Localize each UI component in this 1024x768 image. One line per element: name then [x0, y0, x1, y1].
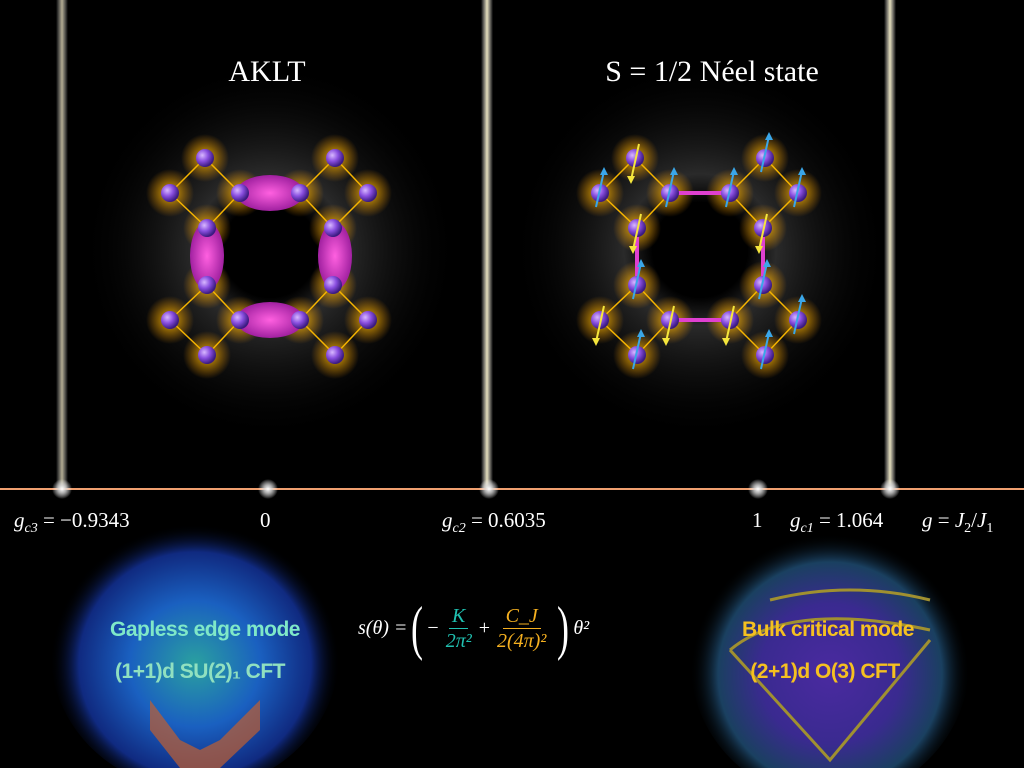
- spin-up-arrow: [632, 213, 642, 251]
- arrowhead: [627, 176, 635, 184]
- singlet-ellipse: [236, 302, 304, 338]
- label-g-ratio: g = J2/J1: [922, 508, 994, 537]
- arrowhead: [722, 338, 730, 346]
- atom: [198, 219, 216, 237]
- spin-up-arrow: [725, 305, 735, 343]
- spin-down-arrow: [760, 135, 770, 173]
- arrowhead: [765, 329, 773, 337]
- spin-up-arrow: [630, 143, 640, 181]
- atom: [291, 311, 309, 329]
- bulk-mode-cft: (2+1)d O(3) CFT: [750, 660, 900, 683]
- lattice-halos: [80, 60, 890, 440]
- label-zero: 0: [260, 508, 271, 532]
- label-gc3: gc3 = −0.9343: [14, 508, 130, 537]
- singlet-ellipse: [318, 222, 352, 290]
- heatmap-edge-mode: [50, 510, 340, 768]
- atom: [161, 311, 179, 329]
- atom: [326, 346, 344, 364]
- spin-up-arrow: [758, 213, 768, 251]
- arrowhead: [629, 246, 637, 254]
- spin-down-arrow: [725, 170, 735, 208]
- arrowhead: [763, 259, 771, 267]
- heatmap-bulk-mode: [690, 520, 970, 768]
- atom: [231, 311, 249, 329]
- phase-axis: [0, 479, 1024, 499]
- spin-down-arrow: [758, 262, 768, 300]
- arrowhead: [730, 167, 738, 175]
- title-aklt: AKLT: [228, 55, 306, 88]
- neel-lattice: [576, 132, 822, 379]
- entropy-equation: s(θ) = ( − K 2π² + C_J 2(4π)² ) θ²: [358, 595, 590, 661]
- arrowhead: [765, 132, 773, 140]
- spin-down-arrow: [595, 170, 605, 208]
- atom: [324, 219, 342, 237]
- spin-down-arrow: [632, 262, 642, 300]
- arrowhead: [798, 167, 806, 175]
- spin-down-arrow: [793, 297, 803, 335]
- label-gc1: gc1 = 1.064: [790, 508, 884, 537]
- arrowhead: [670, 167, 678, 175]
- atom: [231, 184, 249, 202]
- spin-down-arrow: [665, 170, 675, 208]
- bulk-mode-title: Bulk critical mode: [742, 618, 914, 641]
- arrowhead: [755, 246, 763, 254]
- atom: [359, 184, 377, 202]
- atom: [326, 149, 344, 167]
- critical-point-beams: [56, 0, 896, 490]
- edge-mode-cft: (1+1)d SU(2)₁ CFT: [115, 660, 285, 683]
- arrowhead: [637, 329, 645, 337]
- atom: [161, 184, 179, 202]
- arrowhead: [662, 338, 670, 346]
- atom: [291, 184, 309, 202]
- spin-down-arrow: [760, 332, 770, 370]
- arrowhead: [798, 294, 806, 302]
- atom: [196, 149, 214, 167]
- atom: [359, 311, 377, 329]
- spin-up-arrow: [595, 305, 605, 343]
- spin-up-arrow: [665, 305, 675, 343]
- label-gc2: gc2 = 0.6035: [442, 508, 546, 537]
- spin-down-arrow: [632, 332, 642, 370]
- label-one: 1: [752, 508, 763, 532]
- edge-mode-title: Gapless edge mode: [110, 618, 300, 641]
- arrowhead: [637, 259, 645, 267]
- title-neel: S = 1/2 Néel state: [605, 55, 819, 88]
- arrowhead: [592, 338, 600, 346]
- spin-down-arrow: [793, 170, 803, 208]
- atom: [324, 276, 342, 294]
- atom: [198, 346, 216, 364]
- atom: [198, 276, 216, 294]
- aklt-lattice: [146, 134, 392, 379]
- singlet-ellipse: [236, 175, 304, 211]
- singlet-ellipse: [190, 222, 224, 290]
- arrowhead: [600, 167, 608, 175]
